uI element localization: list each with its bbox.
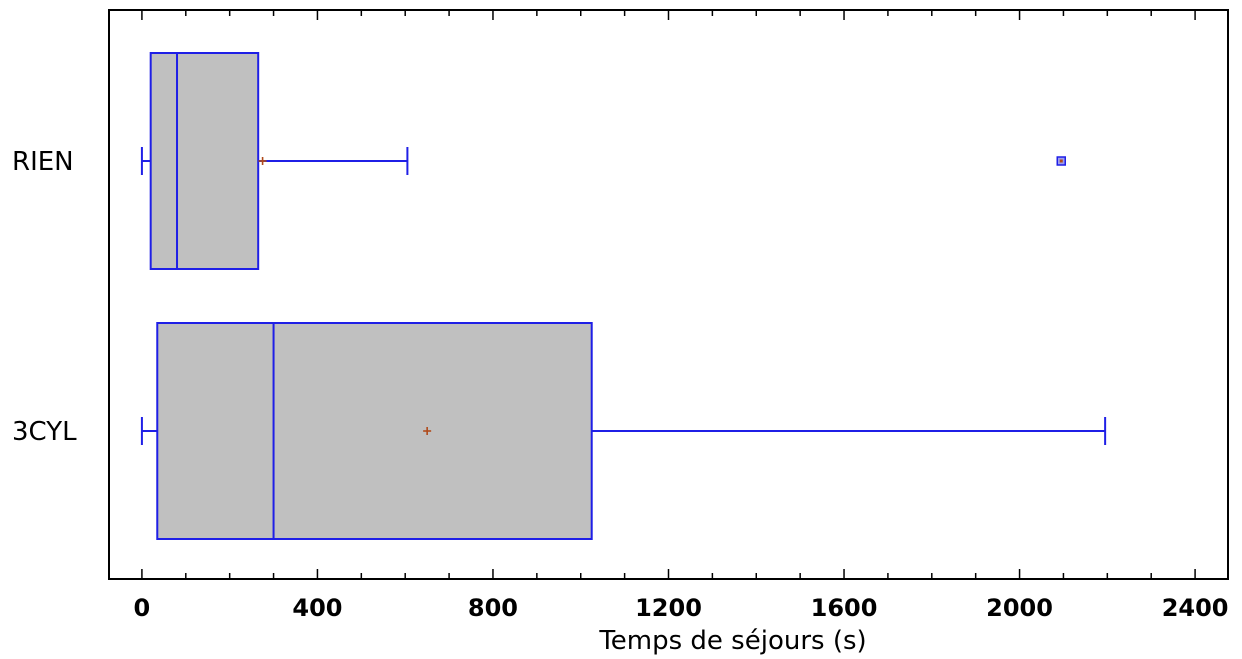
- box-group: [140, 52, 1107, 540]
- iqr-box: [149, 52, 260, 270]
- x-tick-label: 0: [134, 594, 151, 622]
- x-tick-label: 400: [292, 594, 342, 622]
- outlier-point-center: [1059, 159, 1063, 163]
- x-tick-label: 1200: [635, 594, 702, 622]
- label-group: 0 400 800 1200 1600 2000 2400 RIEN 3CYL: [12, 147, 1228, 622]
- tick-group: [141, 10, 1196, 579]
- category-label: 3CYL: [12, 417, 77, 447]
- x-tick-label: 2400: [1162, 594, 1229, 622]
- x-tick-label: 800: [468, 594, 518, 622]
- x-tick-label: 2000: [986, 594, 1053, 622]
- x-axis-title: Temps de séjours (s): [598, 626, 866, 656]
- x-tick-label: 1600: [811, 594, 878, 622]
- iqr-box: [156, 322, 593, 540]
- category-label: RIEN: [12, 147, 74, 177]
